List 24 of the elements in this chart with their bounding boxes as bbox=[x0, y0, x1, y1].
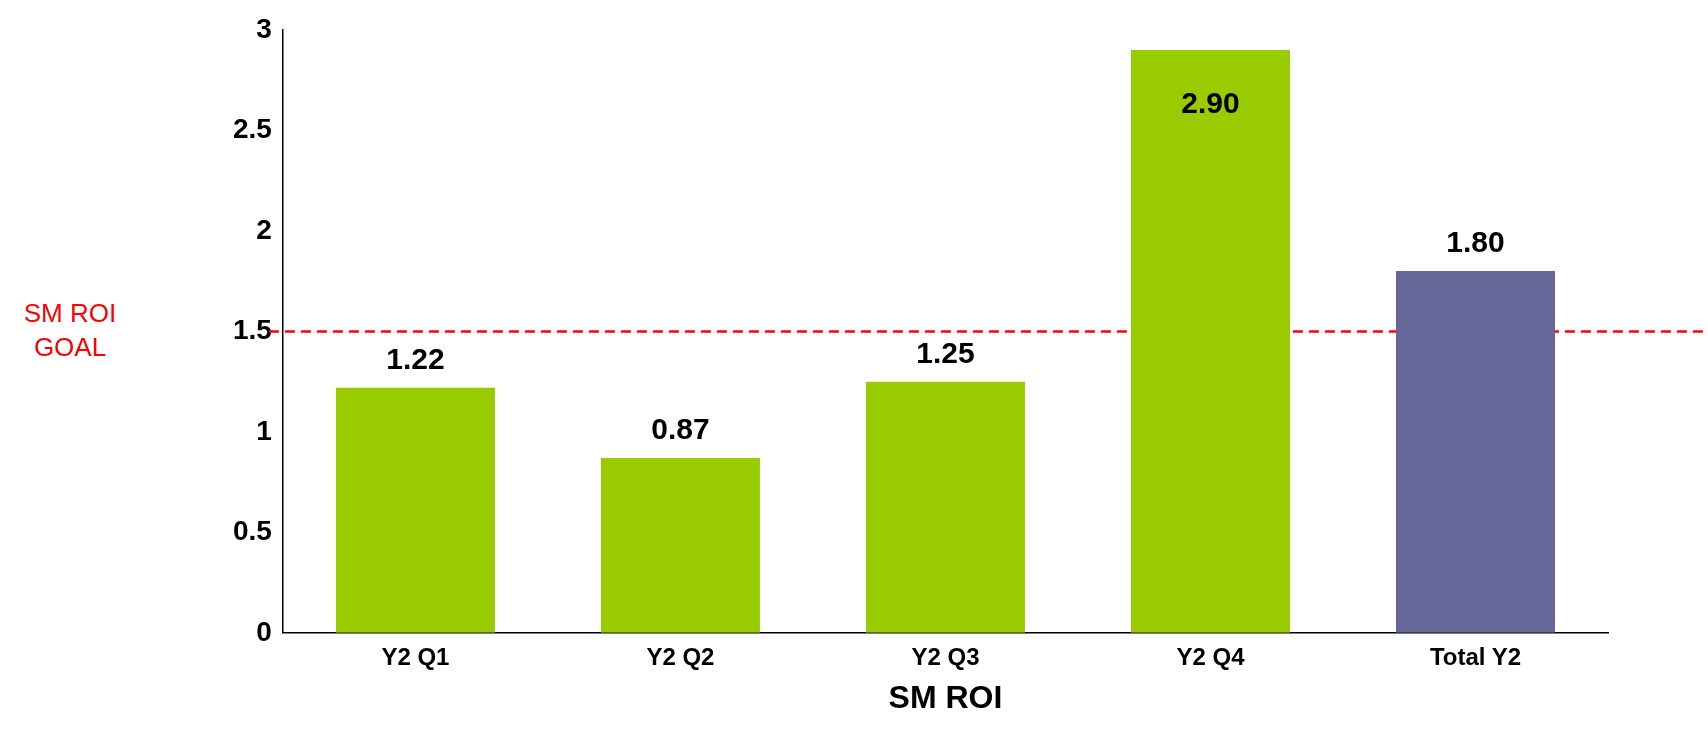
bar bbox=[600, 457, 760, 633]
x-tick-label: Total Y2 bbox=[1429, 642, 1522, 670]
x-tick-label: Y2 Q4 bbox=[1176, 642, 1246, 670]
data-label: 1.22 bbox=[386, 341, 445, 375]
ref-line-label: SM ROI GOAL bbox=[23, 297, 117, 362]
x-tick-label: Y2 Q1 bbox=[381, 642, 450, 670]
x-axis-title: SM ROI bbox=[888, 678, 1003, 715]
bar bbox=[865, 381, 1025, 633]
data-label: 2.90 bbox=[1181, 86, 1240, 120]
x-tick-label: Y2 Q3 bbox=[911, 642, 980, 670]
data-label: 0.87 bbox=[651, 412, 710, 446]
data-label: 1.80 bbox=[1446, 225, 1505, 259]
y-tick-label: 2.5 bbox=[232, 113, 272, 145]
y-tick-label: 0 bbox=[256, 615, 272, 647]
y-tick-label: 1 bbox=[256, 414, 272, 446]
data-label: 1.25 bbox=[916, 335, 975, 369]
y-tick-label: 1.5 bbox=[232, 314, 272, 346]
bar bbox=[1395, 271, 1555, 633]
y-tick-label: 2 bbox=[256, 213, 272, 245]
bar bbox=[335, 387, 495, 633]
y-tick-label: 3 bbox=[256, 12, 272, 44]
bar bbox=[1130, 50, 1290, 633]
y-tick-label: 0.5 bbox=[232, 515, 272, 547]
x-tick-label: Y2 Q2 bbox=[646, 642, 715, 670]
